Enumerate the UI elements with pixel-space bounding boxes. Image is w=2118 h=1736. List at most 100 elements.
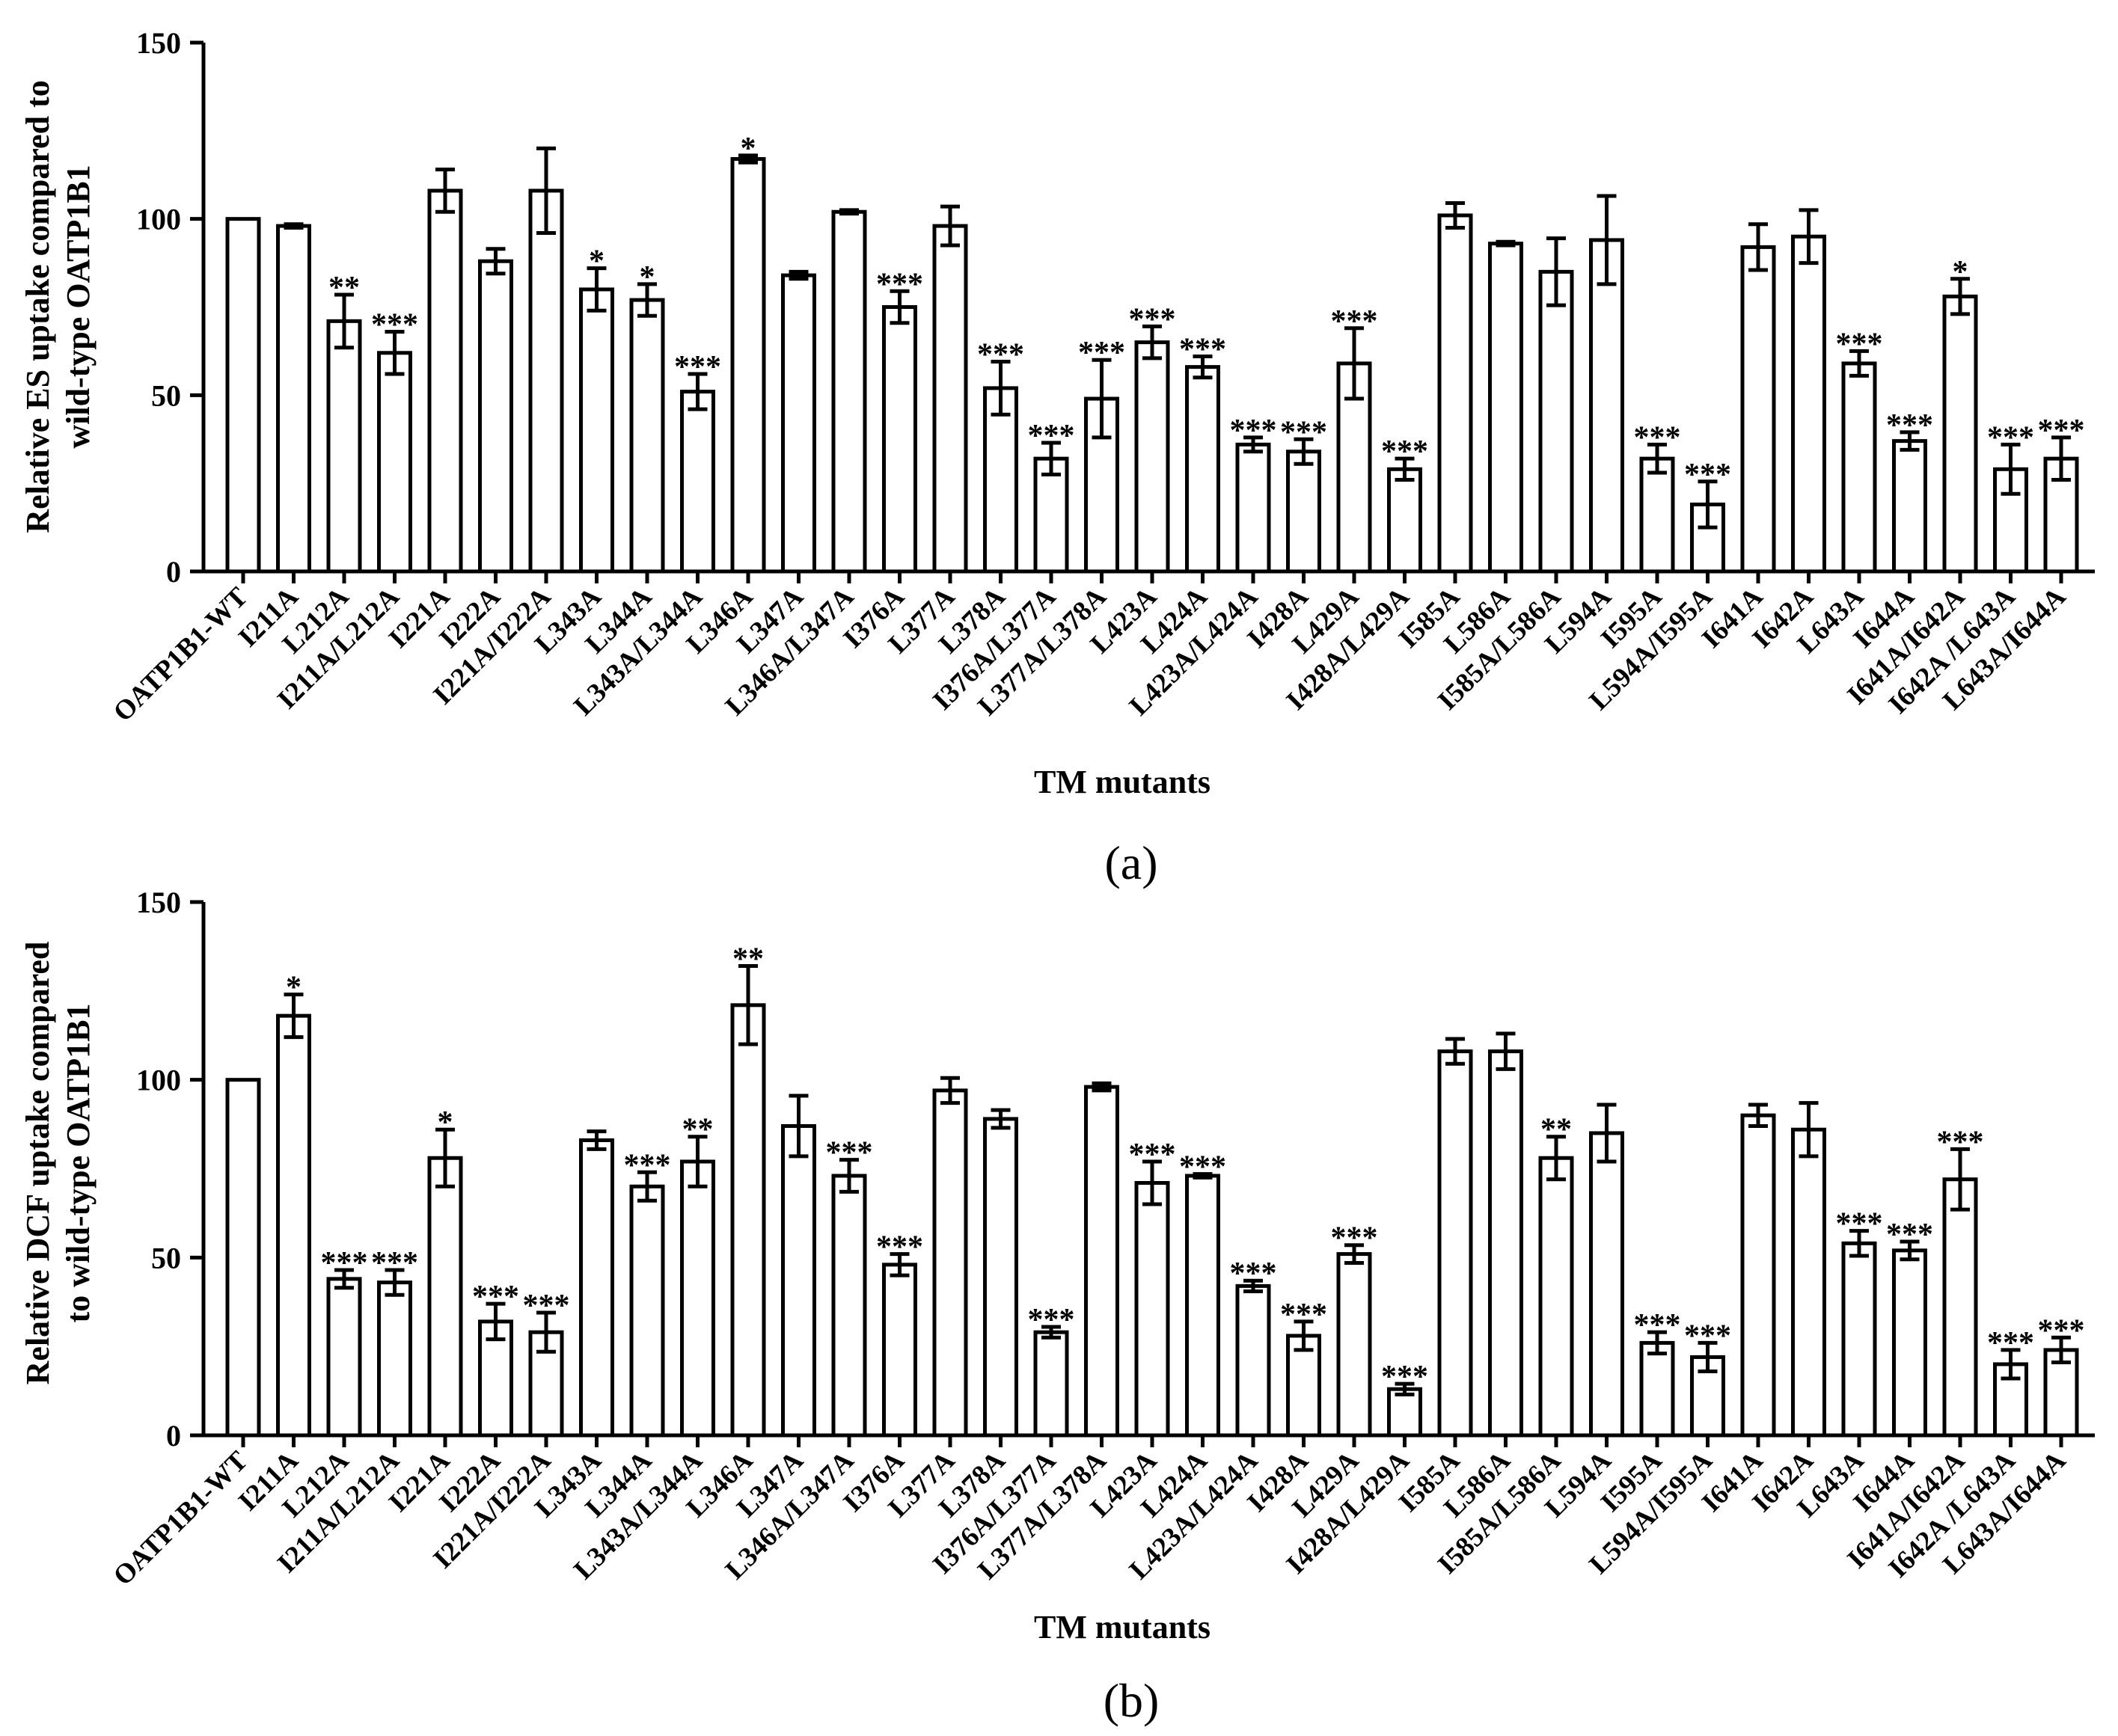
bar <box>1540 1158 1572 1435</box>
bar <box>227 219 259 571</box>
significance-mark: *** <box>1886 1218 1933 1252</box>
y-tick-label: 150 <box>136 26 181 60</box>
bar <box>1793 1129 1825 1435</box>
bar <box>884 1265 916 1435</box>
bar <box>1944 296 1976 571</box>
bar <box>1843 1243 1875 1435</box>
panel-a-chart: 050100150OATP1B1-WTI211A**L212A***I211A/… <box>19 26 2095 889</box>
bar <box>379 353 411 571</box>
bar <box>429 191 461 571</box>
bar <box>1389 469 1421 571</box>
bar <box>985 1119 1017 1435</box>
significance-mark: *** <box>472 1280 519 1314</box>
significance-mark: *** <box>1280 1298 1327 1332</box>
bar <box>732 159 764 571</box>
y-axis-title-line: wild-type OATP1B1 <box>60 165 97 448</box>
significance-mark: *** <box>1230 1257 1277 1291</box>
bar <box>1742 1115 1774 1435</box>
significance-mark: * <box>741 132 756 166</box>
y-axis-title-line: Relative DCF uptake compared <box>19 942 56 1385</box>
significance-mark: *** <box>2038 414 2085 448</box>
significance-mark: *** <box>977 338 1024 372</box>
significance-mark: ** <box>682 1113 714 1147</box>
significance-mark: *** <box>624 1148 671 1183</box>
bar <box>1187 367 1219 571</box>
significance-mark: *** <box>1987 420 2034 455</box>
bar <box>429 1158 461 1435</box>
significance-mark: *** <box>1230 414 1277 448</box>
bar <box>328 1279 360 1435</box>
significance-mark: *** <box>876 267 923 301</box>
bar <box>783 275 815 571</box>
bar <box>1742 247 1774 571</box>
significance-mark: *** <box>1028 1303 1075 1337</box>
significance-mark: *** <box>523 1289 570 1323</box>
significance-mark: * <box>286 971 302 1005</box>
y-tick-label: 50 <box>151 378 181 412</box>
significance-mark: * <box>589 245 605 279</box>
significance-mark: * <box>438 1105 453 1140</box>
bar <box>1490 1052 1522 1435</box>
bar <box>1187 1176 1219 1435</box>
significance-mark: *** <box>826 1136 873 1171</box>
significance-mark: *** <box>1381 1360 1428 1394</box>
y-tick-label: 50 <box>151 1241 181 1275</box>
bar <box>732 1005 764 1435</box>
y-tick-label: 100 <box>136 203 181 236</box>
bar <box>1793 236 1825 571</box>
bar <box>1237 444 1269 571</box>
significance-mark: *** <box>1129 1138 1176 1172</box>
bar <box>1591 1133 1623 1435</box>
y-tick-label: 150 <box>136 886 181 919</box>
significance-mark: *** <box>2038 1313 2085 1348</box>
bar <box>1894 1251 1926 1435</box>
bar <box>530 191 562 571</box>
significance-mark: * <box>640 260 655 295</box>
panel-label: (b) <box>1104 1674 1160 1727</box>
bar <box>278 1016 310 1435</box>
significance-mark: *** <box>1836 327 1883 361</box>
significance-mark: ** <box>732 942 764 977</box>
significance-mark: *** <box>1634 1308 1681 1343</box>
significance-mark: *** <box>1381 435 1428 469</box>
significance-mark: *** <box>1886 408 1933 443</box>
significance-mark: *** <box>1078 336 1125 370</box>
significance-mark: *** <box>1179 1150 1226 1185</box>
bar <box>1490 244 1522 571</box>
bar <box>1641 458 1673 571</box>
bar <box>1591 240 1623 571</box>
bar <box>1439 215 1471 571</box>
significance-mark: ** <box>1540 1113 1572 1147</box>
bar <box>631 1186 663 1435</box>
bar <box>379 1283 411 1435</box>
bar <box>833 1176 865 1435</box>
significance-mark: *** <box>674 350 721 384</box>
significance-mark: *** <box>1280 415 1327 450</box>
y-tick-label: 100 <box>136 1064 181 1097</box>
significance-mark: *** <box>371 1246 418 1280</box>
bar <box>934 1091 966 1435</box>
significance-mark: * <box>1953 255 1968 289</box>
bar <box>328 321 360 571</box>
bar <box>783 1126 815 1435</box>
significance-mark: *** <box>321 1246 368 1280</box>
significance-mark: *** <box>1179 332 1226 366</box>
significance-mark: *** <box>876 1230 923 1265</box>
bar <box>1894 441 1926 571</box>
x-tick-label: OATP1B1-WT <box>108 581 254 728</box>
significance-mark: *** <box>1836 1207 1883 1242</box>
bar <box>1136 1183 1168 1435</box>
bar <box>581 1140 613 1435</box>
significance-mark: *** <box>1987 1326 2034 1361</box>
significance-mark: *** <box>1634 420 1681 455</box>
bar <box>833 212 865 571</box>
significance-mark: *** <box>1684 458 1731 492</box>
bar <box>934 226 966 571</box>
bar <box>480 261 512 571</box>
bar <box>1237 1286 1269 1435</box>
bar <box>1641 1343 1673 1435</box>
significance-mark: *** <box>1684 1319 1731 1353</box>
y-axis-title-line: to wild-type OATP1B1 <box>60 1004 97 1323</box>
bar <box>682 392 714 571</box>
significance-mark: *** <box>1129 302 1176 337</box>
